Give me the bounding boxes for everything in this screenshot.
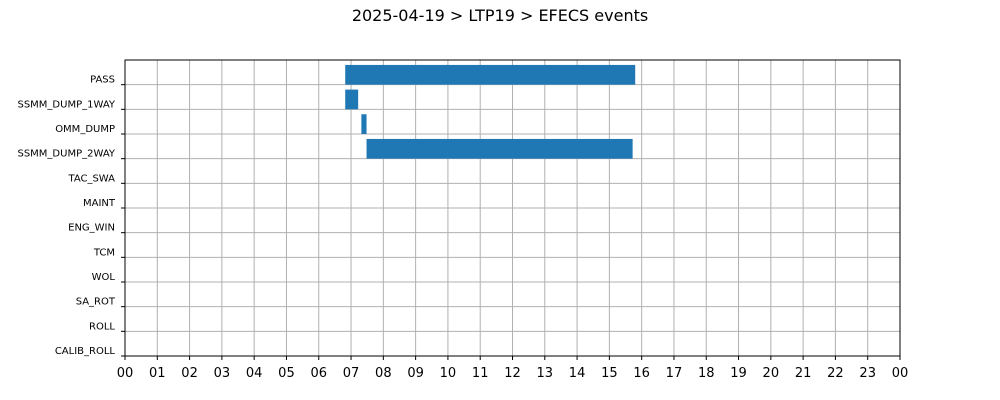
- y-tick-label: ROLL: [89, 321, 115, 332]
- x-tick-label: 23: [859, 366, 876, 381]
- event-bar: [366, 138, 633, 159]
- y-tick-label: PASS: [90, 75, 115, 86]
- x-tick-label: 04: [246, 366, 263, 381]
- event-bar: [345, 89, 359, 110]
- y-tick-label: SA_ROT: [76, 297, 116, 308]
- x-tick-label: 19: [730, 366, 747, 381]
- x-tick-label: 08: [375, 366, 392, 381]
- chart-title: 2025-04-19 > LTP19 > EFECS events: [351, 6, 649, 25]
- y-tick-label: SSMM_DUMP_1WAY: [17, 99, 115, 110]
- y-tick-label: WOL: [92, 272, 116, 283]
- event-bar: [361, 114, 367, 134]
- y-tick-label: ENG_WIN: [68, 223, 115, 234]
- x-tick-label: 17: [666, 366, 683, 381]
- x-tick-label: 00: [117, 366, 134, 381]
- x-tick-label: 07: [343, 366, 360, 381]
- y-tick-label: CALIB_ROLL: [55, 346, 116, 357]
- x-tick-label: 03: [214, 366, 231, 381]
- x-tick-label: 20: [763, 366, 780, 381]
- y-tick-label: OMM_DUMP: [55, 124, 115, 135]
- x-tick-label: 06: [310, 366, 327, 381]
- x-tick-label: 05: [278, 366, 295, 381]
- x-tick-label: 09: [407, 366, 424, 381]
- x-tick-label: 13: [537, 366, 554, 381]
- x-tick-label: 18: [698, 366, 715, 381]
- x-tick-label: 10: [440, 366, 457, 381]
- event-bar: [345, 64, 636, 85]
- x-tick-label: 12: [504, 366, 521, 381]
- x-tick-label: 22: [827, 366, 844, 381]
- x-tick-label: 11: [472, 366, 489, 381]
- x-tick-label: 00: [892, 366, 909, 381]
- x-tick-label: 16: [633, 366, 650, 381]
- x-tick-label: 01: [149, 366, 166, 381]
- x-tick-label: 14: [569, 366, 586, 381]
- y-tick-label: SSMM_DUMP_2WAY: [17, 149, 115, 160]
- x-tick-label: 15: [601, 366, 618, 381]
- y-tick-label: TCM: [93, 247, 115, 258]
- x-tick-label: 21: [795, 366, 812, 381]
- x-tick-label: 02: [181, 366, 198, 381]
- y-tick-label: TAC_SWA: [67, 173, 115, 184]
- y-tick-label: MAINT: [83, 198, 116, 209]
